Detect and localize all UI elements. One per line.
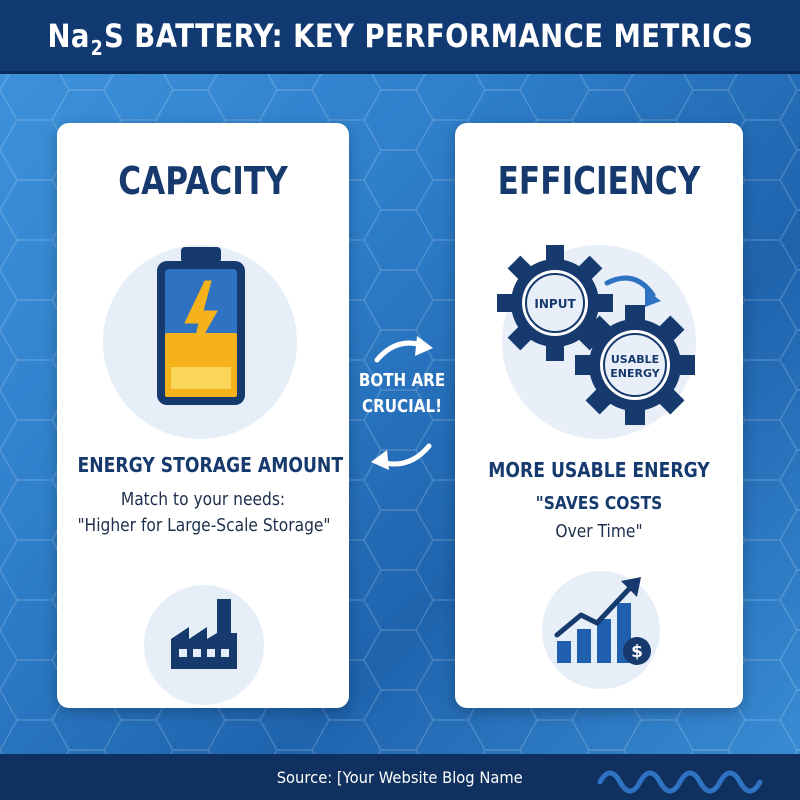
page-footer: Source: [Your Website Blog Name bbox=[0, 754, 800, 800]
capacity-text-line2: "Higher for Large-Scale Storage" bbox=[77, 515, 331, 536]
both-crucial-line1: BOTH ARE bbox=[358, 370, 446, 391]
arrow-right-icon bbox=[374, 336, 433, 363]
dollar-icon: $ bbox=[631, 642, 643, 662]
capacity-title: CAPACITY bbox=[118, 159, 288, 203]
arrow-left-icon bbox=[371, 443, 432, 470]
growth-chart-dollar-icon: $ bbox=[554, 577, 651, 665]
gear-output-label-1: USABLE bbox=[611, 353, 659, 366]
connector-area: BOTH ARE CRUCIAL! bbox=[349, 320, 455, 480]
source-text: Source: [Your Website Blog Name bbox=[276, 767, 524, 787]
page-title: Na2S BATTERY: KEY PERFORMANCE METRICS bbox=[47, 16, 753, 60]
capacity-text-line1: Match to your needs: bbox=[120, 489, 286, 510]
capacity-card: CAPACITY ENERGY STORAGE AMOUNT Match to … bbox=[57, 123, 349, 708]
battery-icon bbox=[157, 247, 245, 405]
page-header: Na2S BATTERY: KEY PERFORMANCE METRICS bbox=[0, 0, 800, 74]
factory-icon bbox=[171, 599, 237, 669]
efficiency-text-line1: "SAVES COSTS bbox=[535, 493, 663, 514]
wave-logo-icon bbox=[597, 770, 763, 794]
gear-output-label-2: ENERGY bbox=[610, 367, 660, 380]
gear-input-label: INPUT bbox=[534, 297, 576, 311]
efficiency-title: EFFICIENCY bbox=[497, 159, 701, 203]
efficiency-card: EFFICIENCY INPUT bbox=[455, 123, 743, 708]
efficiency-heading: MORE USABLE ENERGY bbox=[488, 458, 710, 482]
both-crucial-line2: CRUCIAL! bbox=[362, 396, 442, 417]
efficiency-text-line2: Over Time" bbox=[555, 521, 643, 542]
both-crucial-text: BOTH ARE CRUCIAL! bbox=[357, 368, 446, 420]
capacity-heading: ENERGY STORAGE AMOUNT bbox=[77, 453, 344, 477]
gears-icon: INPUT USABLE ENERGY bbox=[497, 245, 695, 425]
